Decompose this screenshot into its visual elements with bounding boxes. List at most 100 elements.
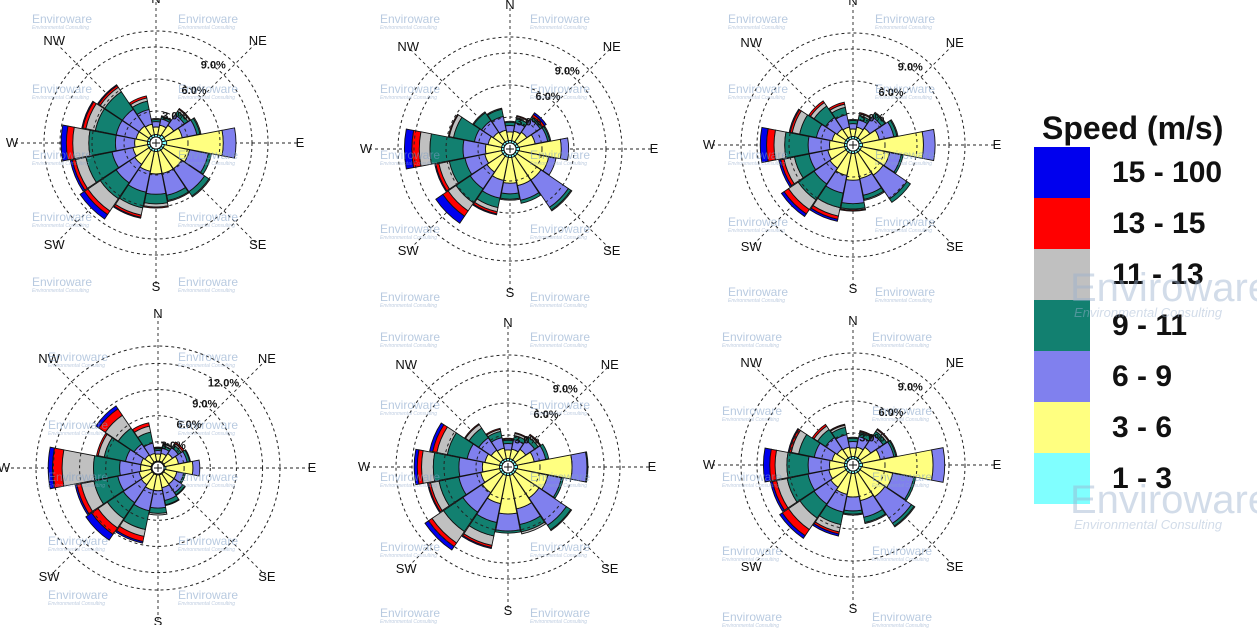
legend-label: 9 - 11 (1112, 308, 1188, 342)
ring-outer (35, 345, 281, 591)
compass-label-S: S (152, 279, 161, 294)
rose-bar-W-11-13 (72, 126, 91, 160)
rose-bar-W-11-13 (61, 449, 96, 487)
rose-bar-W-11-13 (421, 450, 436, 484)
compass-label-N: N (151, 0, 160, 6)
compass-label-NE: NE (249, 33, 267, 48)
compass-label-E: E (650, 141, 659, 156)
compass-label-NW: NW (395, 357, 417, 372)
rose-bar-W-9-11 (784, 131, 810, 159)
wind-rose-3: 3.0% 6.0% 9.0% N NE E SE S SW W NW (703, 0, 1002, 296)
compass-label-N: N (505, 0, 514, 12)
legend-swatch (1034, 147, 1090, 198)
rose-bar-W-11-13 (773, 129, 787, 161)
legend-swatch (1034, 249, 1090, 300)
ring-label: 3.0% (859, 112, 884, 124)
rose-bar-N-6-9 (503, 443, 513, 451)
ring-9.0% (413, 52, 607, 246)
compass-label-NW: NW (740, 355, 762, 370)
ring-3.0% (475, 434, 541, 500)
compass-label-NE: NE (946, 355, 964, 370)
wind-rose-6: 3.0% 6.0% 9.0% N NE E SE S SW W NW (703, 313, 1002, 616)
rose-bar-W-11-13 (774, 449, 789, 481)
compass-label-SE: SE (249, 237, 267, 252)
compass-label-SE: SE (258, 569, 276, 584)
rose-bar-N-6-9 (151, 121, 161, 128)
compass-label-S: S (849, 281, 858, 296)
compass-label-NW: NW (740, 35, 762, 50)
compass-label-N: N (848, 313, 857, 328)
rose-bar-N-6-9 (848, 441, 858, 449)
legend-swatch (1034, 351, 1090, 402)
wind-rose-1: 3.0% 6.0% 9.0% N NE E SE S SW W NW (6, 0, 305, 294)
compass-label-S: S (849, 601, 858, 616)
legend-label: 1 - 3 (1112, 461, 1173, 495)
compass-label-W: W (703, 137, 716, 152)
ring-9.0% (411, 370, 605, 564)
ring-label: 6.0% (879, 87, 904, 99)
compass-label-NW: NW (38, 351, 60, 366)
rose-bar-E-6-9 (921, 128, 936, 162)
ring-label: 6.0% (176, 419, 201, 431)
wind-rose-2: 3.0% 6.0% 9.0% N NE E SE S SW W NW (360, 0, 659, 300)
compass-label-SW: SW (398, 243, 420, 258)
legend-label: 6 - 9 (1112, 359, 1173, 393)
rose-bar-W-9-11 (432, 452, 461, 482)
compass-label-E: E (993, 137, 1002, 152)
compass-label-W: W (358, 459, 371, 474)
compass-label-N: N (503, 315, 512, 330)
ring-9.0% (59, 46, 253, 240)
compass-label-SE: SE (946, 239, 964, 254)
rose-bar-S-6-9 (495, 512, 521, 532)
ring-outer (740, 352, 966, 578)
rose-bar-N-6-9 (848, 123, 858, 130)
ring-3.0% (131, 441, 185, 495)
speed-legend: Speed (m/s) 15 - 100 13 - 15 11 - 13 9 - 11… (1034, 110, 1254, 504)
ring-label: 9.0% (553, 383, 578, 395)
ring-9.0% (79, 389, 237, 547)
legend-label: 11 - 13 (1112, 257, 1204, 291)
legend-item: 11 - 13 (1034, 249, 1254, 300)
legend-label: 13 - 15 (1112, 206, 1206, 240)
ring-label: 3.0% (859, 432, 884, 444)
legend-swatch (1034, 402, 1090, 453)
ring-label: 9.0% (898, 381, 923, 393)
ring-label: 9.0% (898, 61, 923, 73)
ring-9.0% (756, 48, 950, 242)
ring-label: 9.0% (201, 59, 226, 71)
compass-label-NE: NE (601, 357, 619, 372)
ring-6.0% (443, 402, 573, 532)
legend-title: Speed (m/s) (1042, 110, 1224, 146)
ring-outer (397, 36, 623, 262)
ring-6.0% (445, 84, 575, 214)
compass-label-NE: NE (603, 39, 621, 54)
watermark-tagline: Environmental Consulting (1074, 517, 1223, 532)
compass-label-SE: SE (946, 559, 964, 574)
ring-label: 3.0% (162, 110, 187, 122)
compass-label-SW: SW (396, 561, 418, 576)
ring-12.0% (52, 362, 264, 574)
compass-label-N: N (153, 306, 162, 321)
compass-label-S: S (504, 603, 513, 618)
compass-label-SW: SW (741, 239, 763, 254)
ring-3.0% (123, 110, 189, 176)
rose-bar-N-6-9 (505, 125, 515, 133)
rose-bar-E-6-9 (191, 459, 201, 477)
legend-item: 3 - 6 (1034, 402, 1254, 453)
rose-bar-E-6-9 (221, 127, 237, 159)
compass-label-E: E (308, 460, 317, 475)
legend-label: 3 - 6 (1112, 410, 1173, 444)
compass-label-W: W (360, 141, 373, 156)
compass-label-NE: NE (946, 35, 964, 50)
rose-bar-W-9-11 (786, 451, 810, 479)
legend-item: 6 - 9 (1034, 351, 1254, 402)
wind-rose-panels: 3.0%6.0%9.0%NNEESESSWWNW3.0%6.0%9.0%NNEE… (0, 0, 1002, 625)
ring-label: 9.0% (192, 398, 217, 410)
compass-label-S: S (506, 285, 515, 300)
ring-3.0% (820, 432, 886, 498)
ring-label: 6.0% (182, 85, 207, 97)
rose-bar-E-6-9 (931, 447, 946, 483)
compass-label-E: E (648, 459, 657, 474)
compass-label-W: W (6, 135, 19, 150)
